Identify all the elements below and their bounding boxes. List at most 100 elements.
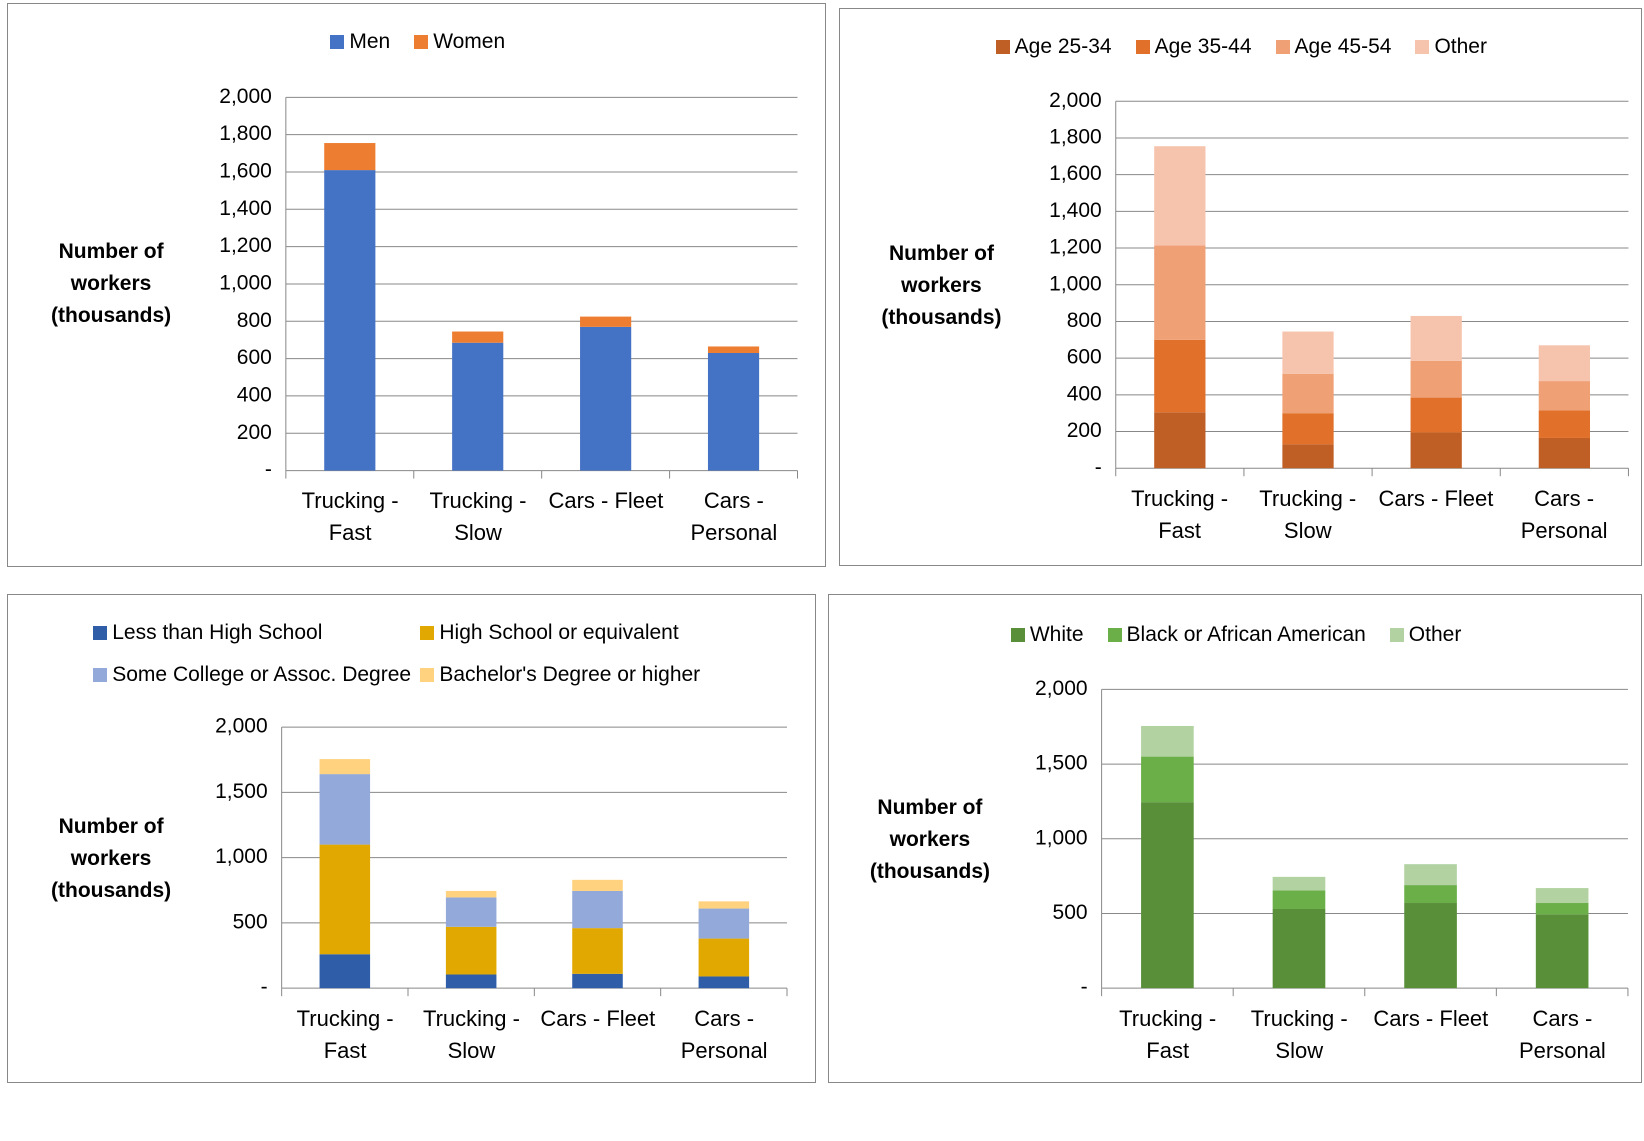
legend-label: Some College or Assoc. Degree [112,662,412,686]
bar-segment [698,939,750,977]
bar-segment [1536,888,1589,904]
y-tick-label: 1,000 [215,846,268,869]
y-tick-label: 1,000 [1049,273,1102,296]
x-tick-label: Cars - Personal [1520,485,1608,543]
y-tick-label: 2,000 [1035,677,1088,700]
x-tick-label: Cars - Fleet [1373,1005,1489,1031]
bar-segment [446,927,497,975]
legend-item: Age 45-54 [1275,34,1392,59]
y-tick-label: 2,000 [220,85,273,108]
bar-segment [1141,757,1194,803]
legend-item: High School or equivalent [420,621,747,645]
legend-item: Men [330,30,390,54]
chart-panel: - 500 1,000 1,500 2,000 Trucking - Fast Trucki… [7,594,816,1083]
legend-swatch [93,625,108,640]
y-axis-title: Number of workers (thousands) [51,240,172,328]
bar-segment [1404,903,1458,989]
y-tick-label: - [265,458,272,481]
page: {"chart_data": [ {"type": "bar", "stacke… [7,3,1643,1083]
x-tick-label: Trucking - Slow [1250,1005,1348,1063]
legend-swatch [420,625,435,640]
bar-segment [1153,412,1206,469]
bar-segment [1282,374,1334,414]
legend-label: Other [1408,622,1462,646]
bar-segment [1141,802,1194,989]
legend-item: White [1010,622,1084,647]
x-tick-label: Trucking - Slow [422,1005,520,1063]
bar-segment [1410,316,1462,362]
y-tick-label: - [1095,456,1102,479]
y-tick-label: 1,500 [215,780,268,803]
chart-svg: - 500 1,000 1,500 2,000 [215,715,788,999]
bar-segment [1410,361,1462,398]
bar-segment [1282,413,1334,445]
y-tick-label: 1,400 [1049,199,1102,222]
y-axis-title: Number of workers (thousands) [869,795,990,883]
legend-label: High School or equivalent [439,620,679,644]
legend-item: Other [1389,622,1462,647]
legend-label: Men [349,30,391,54]
bar-segment [319,954,371,989]
x-tick-label: Trucking - Fast [301,487,399,545]
legend-swatch [1010,627,1025,642]
legend: Less than High School High School or equi… [93,621,764,687]
y-tick-label: 1,600 [1049,163,1102,186]
bar-segment [698,901,750,910]
legend-swatch [1415,39,1430,54]
bar-segment [1272,877,1326,891]
bar-segment [446,974,497,989]
bar-segment [698,909,750,940]
y-axis-title: Number of workers (thousands) [881,242,1002,330]
y-tick-label: 800 [1066,309,1101,332]
chart-svg: - 200 400 600 800 1,000 1,200 1,400 1,600 1,800 2,… [220,85,799,481]
legend-swatch [420,667,435,682]
legend: Men Women [8,30,827,54]
bar-segment [319,845,371,955]
legend-swatch [93,667,108,682]
bar-segment [1141,726,1194,758]
x-tick-label: Cars - Fleet [1378,485,1494,511]
y-tick-label: 600 [237,346,272,369]
x-tick-label: Cars - Personal [690,487,778,545]
y-tick-label: - [261,976,268,999]
bar-segment [1536,903,1589,915]
y-tick-label: 200 [237,421,272,444]
chart-panel: - 200 400 600 800 1,000 1,200 1,400 1,600 1,800 2,… [838,8,1643,567]
x-tick-label: Cars - Personal [680,1005,768,1063]
y-tick-label: 500 [1053,901,1088,924]
legend-label: Less than High School [112,620,323,644]
y-tick-label: 600 [1066,346,1101,369]
bar-segment [1282,331,1334,375]
legend-item: Less than High School [93,621,420,645]
bar-segment [319,759,371,775]
y-tick-label: 1,000 [1035,827,1088,850]
bar-segment [1153,245,1206,341]
bar-segment [1153,146,1206,246]
legend-swatch [1275,39,1290,54]
x-tick-label: Trucking - Slow [1259,485,1357,543]
legend-label: White [1029,622,1084,646]
legend-item: Women [414,30,505,54]
y-tick-label: 2,000 [1049,89,1102,112]
legend-swatch [414,35,429,50]
bar-segment [1410,432,1462,469]
bar-segment [1282,444,1334,469]
bar-segment [572,891,624,929]
bar-segment [1272,890,1326,910]
y-tick-label: 1,400 [220,197,273,220]
y-axis-title: Number of workers (thousands) [51,814,172,902]
bar-segment [1538,410,1590,439]
legend: Age 25-34 Age 35-44 Age 45-54 Other [840,35,1643,59]
y-tick-label: 2,000 [215,715,268,738]
bar-segment [452,342,504,471]
bar-segment [324,143,376,171]
y-tick-label: 400 [1066,383,1101,406]
x-tick-label: Trucking - Fast [296,1005,394,1063]
chart-panel: - 500 1,000 1,500 2,000 Trucking - Fast Trucki… [828,594,1642,1083]
chart-svg: - 200 400 600 800 1,000 1,200 1,400 1,600 1,800 2,… [1049,89,1629,479]
legend-swatch [1135,39,1150,54]
legend-label: Other [1434,34,1487,58]
legend-label: Age 45-54 [1294,34,1392,58]
bar-segment [1153,340,1206,413]
bar-segment [446,897,497,928]
